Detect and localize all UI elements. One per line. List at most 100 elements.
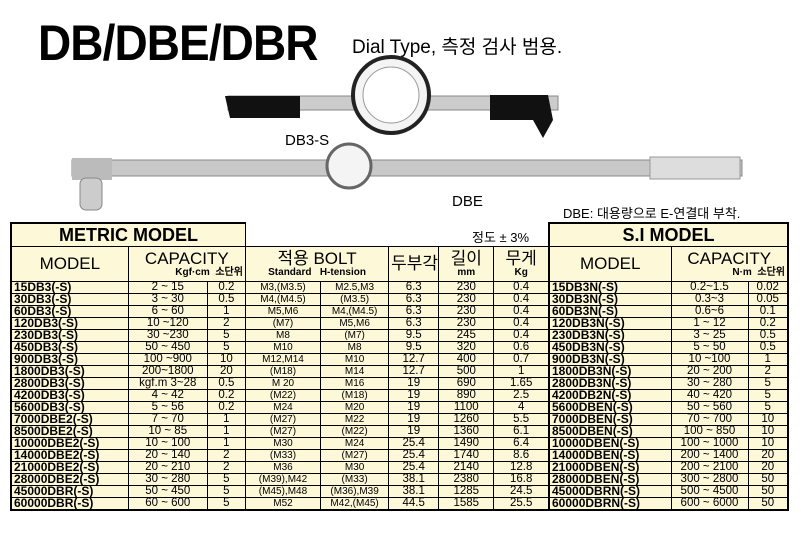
table-cell: 2.5 <box>493 389 550 402</box>
table-cell: 230 <box>438 317 495 330</box>
table-cell: (M27) <box>320 449 390 462</box>
table-cell: M8 <box>244 329 322 342</box>
table-cell: 1285 <box>438 485 495 498</box>
table-cell: 19 <box>388 425 440 438</box>
table-cell: 0.1 <box>747 305 789 318</box>
table-cell: (M22) <box>320 425 390 438</box>
table-cell: 12.8 <box>493 461 550 474</box>
table-cell: 0.2 <box>206 281 246 294</box>
table-cell: (M7) <box>244 317 322 330</box>
table-cell: 450DB3(-S) <box>10 341 129 354</box>
table-cell: 200~1800 <box>127 365 208 378</box>
table-cell: 450DB3N(-S) <box>548 341 672 354</box>
table-cell: 60DB3(-S) <box>10 305 129 318</box>
table-cell: 1 <box>206 437 246 450</box>
table-cell: 50 <box>747 497 789 511</box>
table-cell: 12.7 <box>388 365 440 378</box>
table-cell: 0.4 <box>493 329 550 342</box>
table-cell: (M33) <box>320 473 390 486</box>
table-cell: 1100 <box>438 401 495 414</box>
db3s-wrench-image <box>225 55 559 138</box>
table-cell: 30 ~ 280 <box>670 377 749 390</box>
table-cell: 5600DB3(-S) <box>10 401 129 414</box>
table-row: 28000DBE2(-S) 30 ~ 280 5 (M39),M42 (M33) 38.1… <box>10 473 550 486</box>
table-cell: 19 <box>388 377 440 390</box>
table-cell: 900DB3N(-S) <box>548 353 672 366</box>
table-cell: 1 <box>206 413 246 426</box>
si-title: S.I MODEL <box>548 222 789 247</box>
table-cell: 25.4 <box>388 437 440 450</box>
metric-model-table: METRIC MODEL MODEL CAPACITY Kgf·cm 소단위 적용… <box>10 222 550 511</box>
table-cell: 38.1 <box>388 485 440 498</box>
table-cell: 1 ~ 12 <box>670 317 749 330</box>
table-cell: M30 <box>244 437 322 450</box>
table-cell: 30DB3N(-S) <box>548 293 672 306</box>
table-cell: 2 <box>747 365 789 378</box>
table-cell: 50 <box>747 485 789 498</box>
table-cell: 200 ~ 2100 <box>670 461 749 474</box>
table-cell: 2800DB3(-S) <box>10 377 129 390</box>
table-cell: 120DB3N(-S) <box>548 317 672 330</box>
table-cell: 25.4 <box>388 449 440 462</box>
table-cell: M4,(M4.5) <box>244 293 322 306</box>
table-cell: 7 ~ 70 <box>127 413 208 426</box>
table-cell: 19 <box>388 401 440 414</box>
table-cell: 300 ~ 2800 <box>670 473 749 486</box>
table-cell: 4 ~ 42 <box>127 389 208 402</box>
table-cell: 2380 <box>438 473 495 486</box>
table-cell: 2 <box>206 317 246 330</box>
table-row: 1800DB3(-S) 200~1800 20 (M18) M14 12.7 500 1 <box>10 365 550 378</box>
table-cell: M24 <box>244 401 322 414</box>
table-cell: (M33) <box>244 449 322 462</box>
table-cell: 890 <box>438 389 495 402</box>
table-cell: 20 ~ 210 <box>127 461 208 474</box>
table-row: 450DB3(-S) 50 ~ 450 5 M10 M8 9.5 320 0.6 <box>10 341 550 354</box>
table-cell: M2.5,M3 <box>320 281 390 294</box>
table-row: 14000DBEN(-S) 200 ~ 1400 20 <box>548 449 789 462</box>
table-cell: M30 <box>320 461 390 474</box>
table-cell: 230DB3(-S) <box>10 329 129 342</box>
table-cell: 1740 <box>438 449 495 462</box>
table-cell: 21000DBEN(-S) <box>548 461 672 474</box>
table-row: 30DB3N(-S) 0.3~3 0.05 <box>548 293 789 306</box>
table-row: 30DB3(-S) 3 ~ 30 0.5 M4,(M4.5) (M3.5) 6.3 230 0… <box>10 293 550 306</box>
col-length: 길이 mm <box>438 246 495 282</box>
table-row: 5600DB3(-S) 5 ~ 56 0.2 M24 M20 19 1100 4 <box>10 401 550 414</box>
table-cell: M 20 <box>244 377 322 390</box>
table-cell: M12,M14 <box>244 353 322 366</box>
table-cell: 500 <box>438 365 495 378</box>
table-cell: 5 <box>747 389 789 402</box>
table-cell: kgf.m 3~28 <box>127 377 208 390</box>
table-row: 2800DB3(-S) kgf.m 3~28 0.5 M 20 M16 19 690 1.65 <box>10 377 550 390</box>
table-cell: 0.6~6 <box>670 305 749 318</box>
table-cell: 20 <box>206 365 246 378</box>
table-cell: 5 ~ 56 <box>127 401 208 414</box>
table-cell: 21000DBE2(-S) <box>10 461 129 474</box>
table-cell: 320 <box>438 341 495 354</box>
dbe-note: DBE: 대용량으로 E-연결대 부착. <box>563 206 741 221</box>
table-cell: M10 <box>244 341 322 354</box>
table-row: 7000DBE2(-S) 7 ~ 70 1 (M27) M22 19 1260 5.5 <box>10 413 550 426</box>
accuracy-note: 정도 ± 3% <box>472 227 530 246</box>
table-cell: M3,(M3.5) <box>244 281 322 294</box>
table-cell: 12.7 <box>388 353 440 366</box>
table-row: 10000DBE2(-S) 10 ~ 100 1 M30 M24 25.4 1490 6.4 <box>10 437 550 450</box>
table-cell: 2 <box>206 461 246 474</box>
table-row: 60DB3(-S) 6 ~ 60 1 M5,M6 M4,(M4.5) 6.3 230 0.4 <box>10 305 550 318</box>
table-cell: 7000DBE2(-S) <box>10 413 129 426</box>
table-cell: 45000DBR(-S) <box>10 485 129 498</box>
table-cell: 60000DBR(-S) <box>10 497 129 511</box>
table-row: 120DB3N(-S) 1 ~ 12 0.2 <box>548 317 789 330</box>
table-cell: 60000DBRN(-S) <box>548 497 672 511</box>
table-cell: M5,M6 <box>244 305 322 318</box>
table-cell: 690 <box>438 377 495 390</box>
table-cell: 5 <box>206 341 246 354</box>
dbe-wrench-image <box>71 142 743 211</box>
table-cell: 15DB3(-S) <box>10 281 129 294</box>
table-cell: 10000DBE2(-S) <box>10 437 129 450</box>
col-model: MODEL <box>10 246 129 282</box>
col-weight: 무게 Kg <box>493 246 550 282</box>
table-row: 4200DB2N(-S) 40 ~ 420 5 <box>548 389 789 402</box>
table-cell: 6.3 <box>388 317 440 330</box>
table-cell: 60 ~ 600 <box>127 497 208 511</box>
